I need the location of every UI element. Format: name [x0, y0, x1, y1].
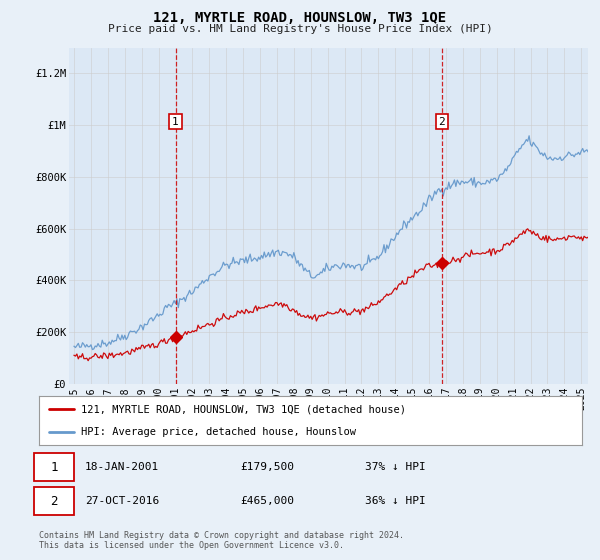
Text: 2: 2 — [50, 494, 58, 508]
Text: 18-JAN-2001: 18-JAN-2001 — [85, 462, 160, 472]
Text: Contains HM Land Registry data © Crown copyright and database right 2024.
This d: Contains HM Land Registry data © Crown c… — [39, 531, 404, 550]
FancyBboxPatch shape — [34, 453, 74, 481]
Text: 121, MYRTLE ROAD, HOUNSLOW, TW3 1QE (detached house): 121, MYRTLE ROAD, HOUNSLOW, TW3 1QE (det… — [82, 404, 406, 414]
Text: £179,500: £179,500 — [240, 462, 294, 472]
Text: 1: 1 — [172, 116, 179, 127]
Text: 37% ↓ HPI: 37% ↓ HPI — [365, 462, 425, 472]
Text: 27-OCT-2016: 27-OCT-2016 — [85, 496, 160, 506]
Text: Price paid vs. HM Land Registry's House Price Index (HPI): Price paid vs. HM Land Registry's House … — [107, 24, 493, 34]
Text: £465,000: £465,000 — [240, 496, 294, 506]
Text: 36% ↓ HPI: 36% ↓ HPI — [365, 496, 425, 506]
Text: 2: 2 — [439, 116, 445, 127]
FancyBboxPatch shape — [34, 487, 74, 515]
Text: 121, MYRTLE ROAD, HOUNSLOW, TW3 1QE: 121, MYRTLE ROAD, HOUNSLOW, TW3 1QE — [154, 11, 446, 25]
Text: HPI: Average price, detached house, Hounslow: HPI: Average price, detached house, Houn… — [82, 427, 356, 437]
Text: 1: 1 — [50, 460, 58, 474]
